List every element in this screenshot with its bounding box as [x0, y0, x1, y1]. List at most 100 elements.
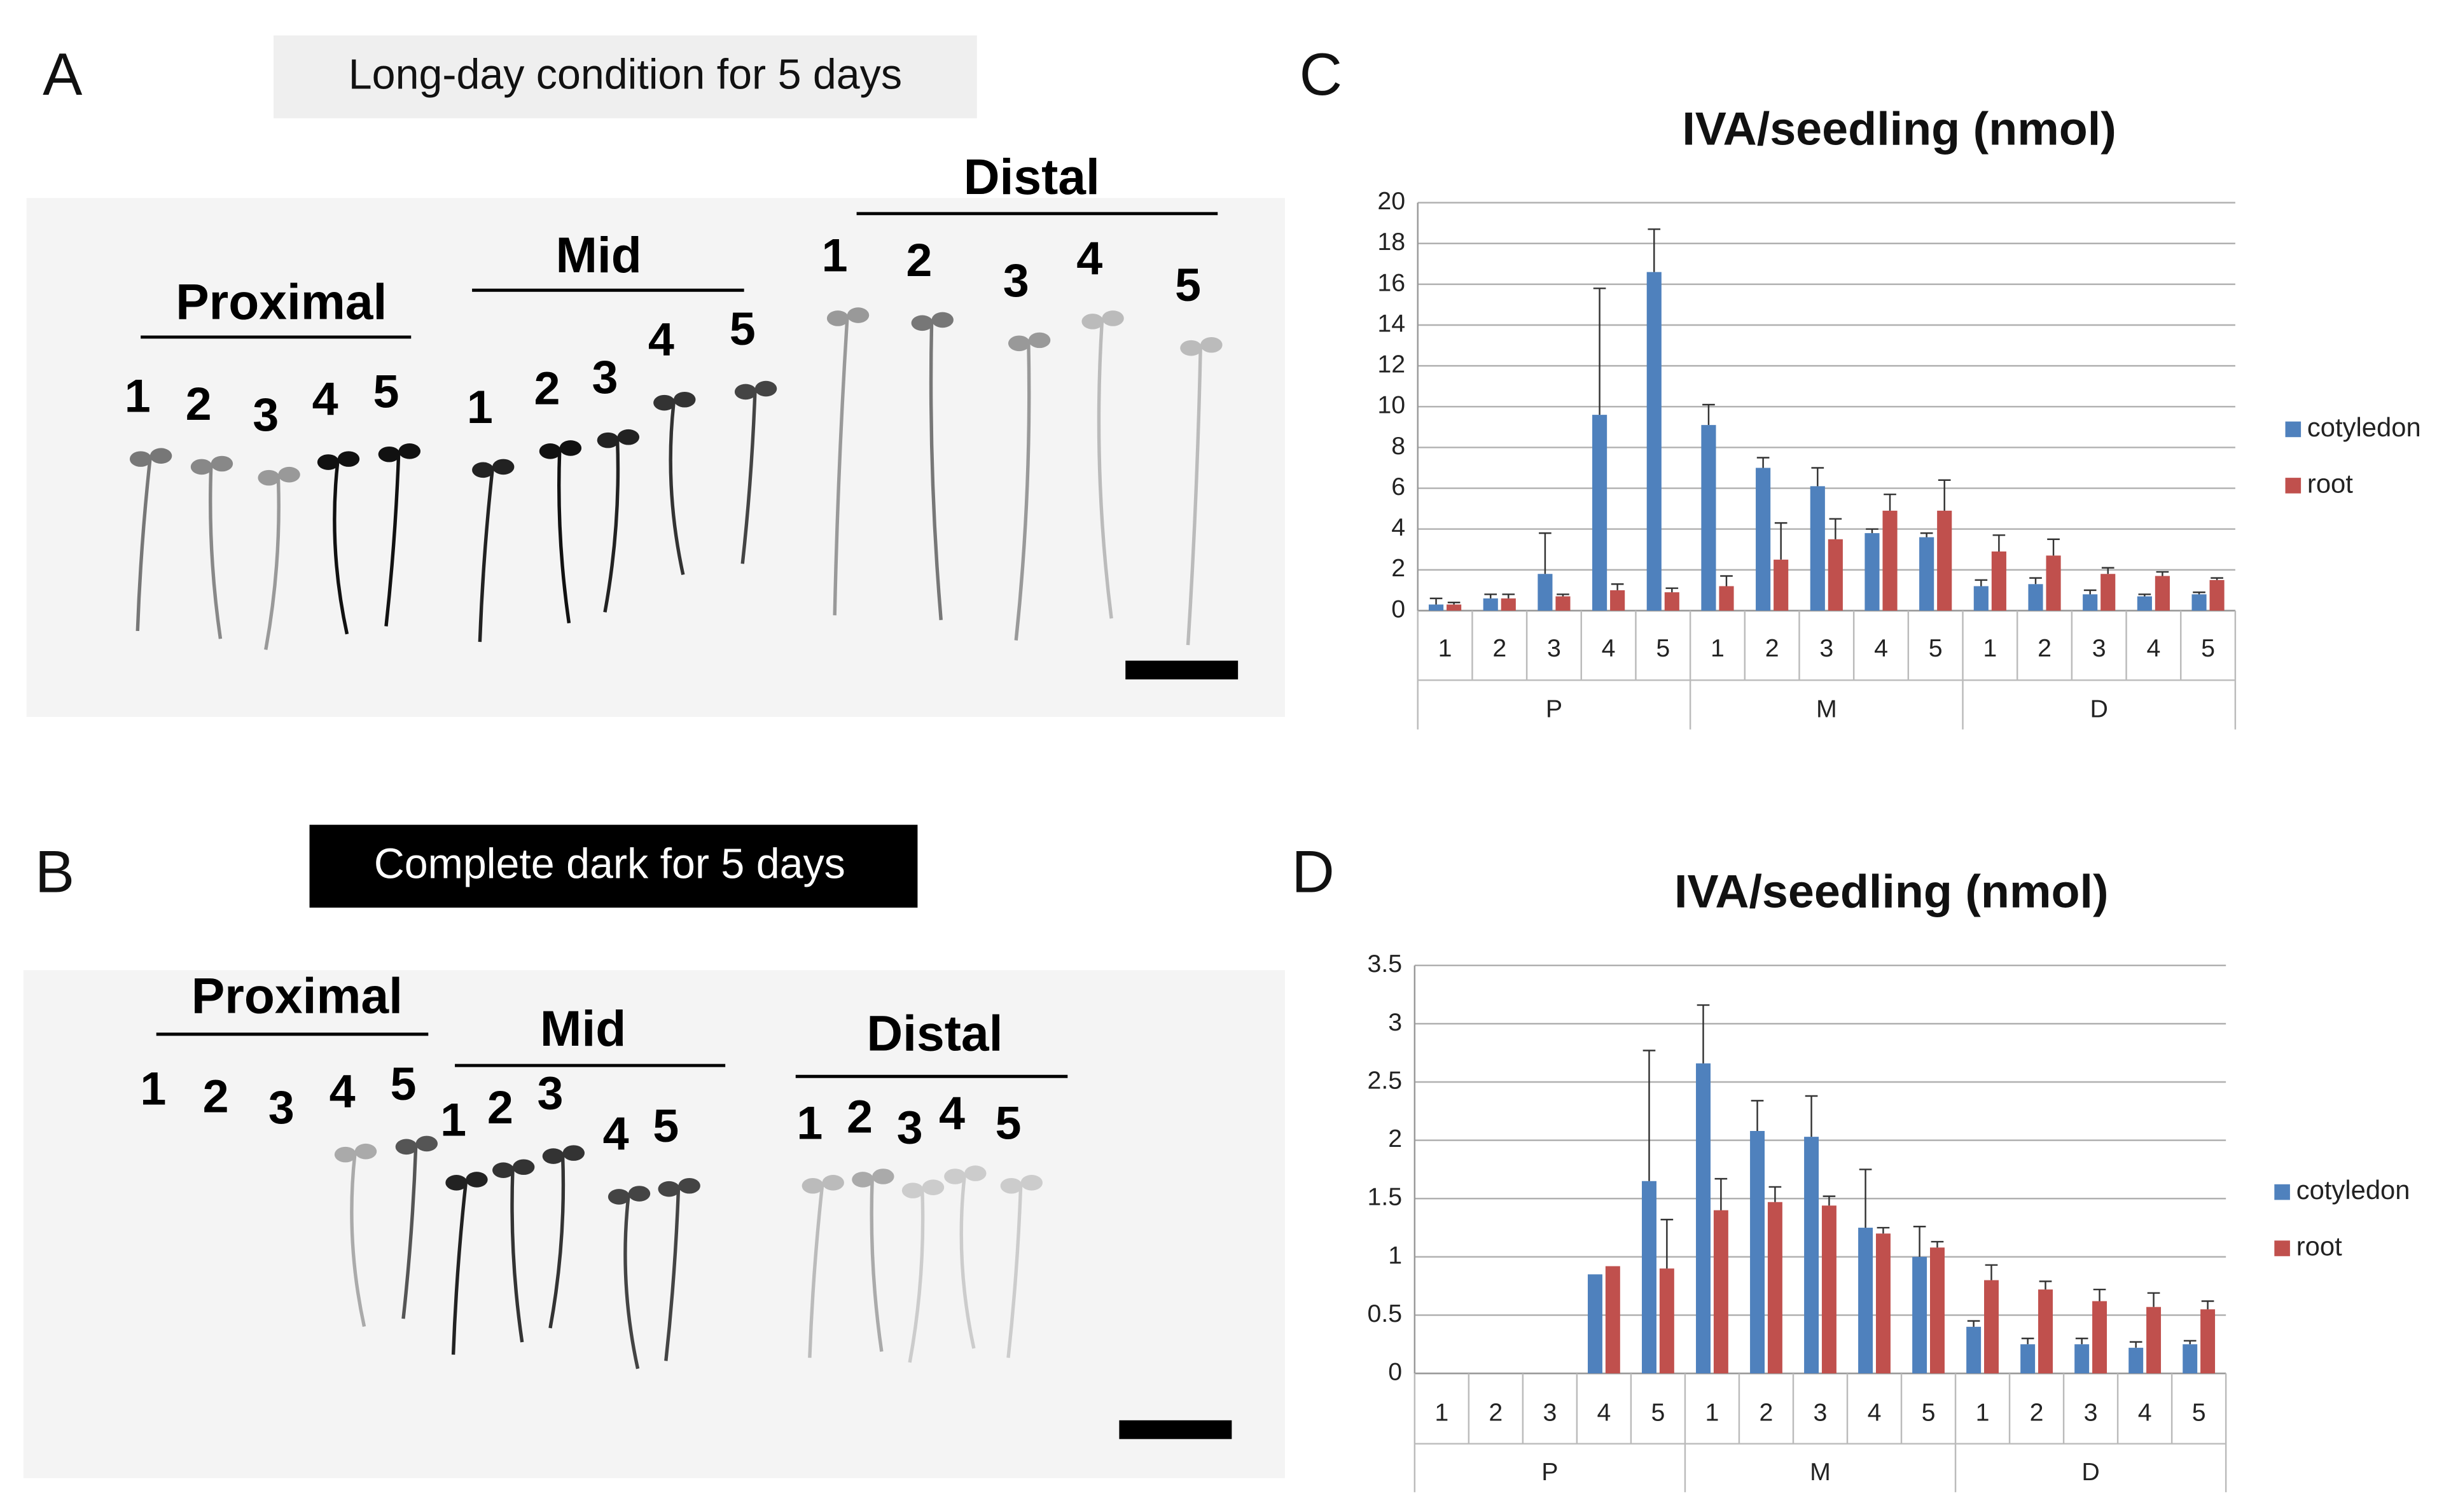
x-tick-label: 4: [1602, 634, 1616, 662]
error-bar: [1920, 532, 1933, 538]
cotyledon-leaf: [317, 454, 340, 470]
cotyledon-leaf: [472, 462, 494, 478]
error-bar: [2029, 577, 2042, 585]
bar: [1875, 1233, 1891, 1374]
bar: [1756, 468, 1771, 611]
error-bar: [2211, 577, 2223, 580]
seedling: [1097, 321, 1113, 619]
bar: [1483, 598, 1498, 611]
condition-label: Complete dark for 5 days: [374, 840, 845, 887]
cotyledon-leaf: [597, 432, 620, 448]
seedling-number: 5: [1175, 258, 1201, 311]
y-tick-label: 6: [1391, 473, 1405, 501]
seedling-number: 5: [995, 1096, 1021, 1149]
seedling-number: 2: [203, 1070, 229, 1123]
x-tick-label: 1: [1434, 1398, 1448, 1426]
error-bar: [1665, 587, 1679, 593]
seedling-number: 5: [373, 364, 399, 417]
x-tick-label: 1: [1711, 634, 1725, 662]
panel-letter: A: [43, 41, 83, 108]
legend-swatch: [2285, 421, 2302, 438]
cotyledon-leaf: [149, 448, 172, 464]
chart-title: IVA/seedling (nmol): [1674, 865, 2108, 918]
cotyledon-leaf: [653, 394, 676, 411]
group-name: Proximal: [191, 968, 403, 1024]
x-tick-label: 1: [1983, 634, 1997, 662]
cotyledon-leaf: [492, 459, 515, 475]
seedling: [833, 318, 849, 616]
x-tick-label: 1: [1976, 1398, 1990, 1426]
error-bar: [1967, 1320, 1980, 1327]
bar: [2128, 1347, 2144, 1374]
cotyledon-leaf: [847, 307, 870, 323]
cotyledon-leaf: [678, 1177, 700, 1194]
cotyledon-leaf: [539, 443, 562, 459]
error-bar: [1611, 583, 1624, 590]
bar: [2020, 1344, 2036, 1374]
seedling: [1006, 1186, 1023, 1358]
error-bar: [1866, 528, 1878, 534]
cotyledon-leaf: [822, 1175, 844, 1191]
x-tick-label: 5: [1651, 1398, 1665, 1426]
cotyledon-leaf: [608, 1189, 630, 1205]
bar: [2155, 576, 2170, 611]
seedling: [929, 323, 943, 620]
seedling-number: 3: [268, 1081, 295, 1134]
seedling: [664, 1189, 681, 1361]
seedling-number: 1: [467, 380, 493, 433]
seedling-number: 5: [390, 1057, 416, 1110]
cotyledon-leaf: [445, 1175, 468, 1191]
bar: [2146, 1307, 2162, 1374]
seedling-number: 2: [186, 377, 212, 430]
y-tick-label: 8: [1391, 432, 1405, 460]
y-tick-label: 4: [1391, 513, 1405, 541]
error-bar: [1913, 1226, 1926, 1257]
error-bar: [1931, 1240, 1944, 1248]
condition-box: [274, 35, 977, 118]
seedling-number: 4: [648, 313, 674, 366]
x-tick-label: 2: [1489, 1398, 1503, 1426]
seedling-number: 1: [140, 1062, 166, 1114]
error-bar: [1756, 457, 1770, 468]
cotyledon-leaf: [1000, 1177, 1023, 1194]
cotyledon-leaf: [852, 1172, 874, 1188]
seedling-number: 3: [592, 350, 618, 403]
error-bar: [2021, 1337, 2034, 1345]
y-tick-label: 16: [1377, 268, 1405, 296]
bar: [1774, 559, 1789, 611]
bar: [1912, 1256, 1927, 1374]
seedling: [401, 1146, 418, 1319]
x-tick-label: 3: [2092, 634, 2106, 662]
bar: [2092, 1301, 2107, 1374]
legend-label: root: [2296, 1231, 2342, 1261]
seedling: [669, 402, 685, 576]
error-bar: [1642, 1050, 1656, 1181]
cotyledon-leaf: [542, 1148, 565, 1164]
cotyledon-leaf: [1200, 336, 1223, 353]
error-bar: [2129, 1341, 2142, 1348]
bar: [1428, 604, 1444, 611]
seedling-number: 3: [1003, 254, 1029, 307]
x-tick-label: 2: [1765, 634, 1779, 662]
error-bar: [1859, 1169, 1872, 1228]
seedling: [333, 462, 349, 635]
cotyledon-leaf: [964, 1165, 987, 1181]
seedling: [350, 1154, 366, 1327]
cotyledon-leaf: [466, 1172, 488, 1188]
seedling-number: 1: [440, 1093, 466, 1146]
seedling: [808, 1185, 824, 1358]
cotyledon-leaf: [1028, 332, 1051, 349]
x-tick-label: 3: [1547, 634, 1561, 662]
photo: [26, 198, 1285, 718]
seedling-number: 2: [906, 233, 932, 286]
cotyledon-leaf: [911, 315, 933, 331]
seedling-number: 4: [312, 373, 338, 426]
group-name: Distal: [866, 1006, 1003, 1062]
group-label: P: [1541, 1458, 1558, 1486]
error-bar: [2075, 1337, 2088, 1345]
cotyledon-leaf: [931, 312, 954, 328]
y-tick-label: 18: [1377, 228, 1405, 256]
y-tick-label: 0.5: [1368, 1300, 1403, 1328]
x-tick-label: 5: [1656, 634, 1670, 662]
seedling-number: 1: [822, 229, 848, 282]
